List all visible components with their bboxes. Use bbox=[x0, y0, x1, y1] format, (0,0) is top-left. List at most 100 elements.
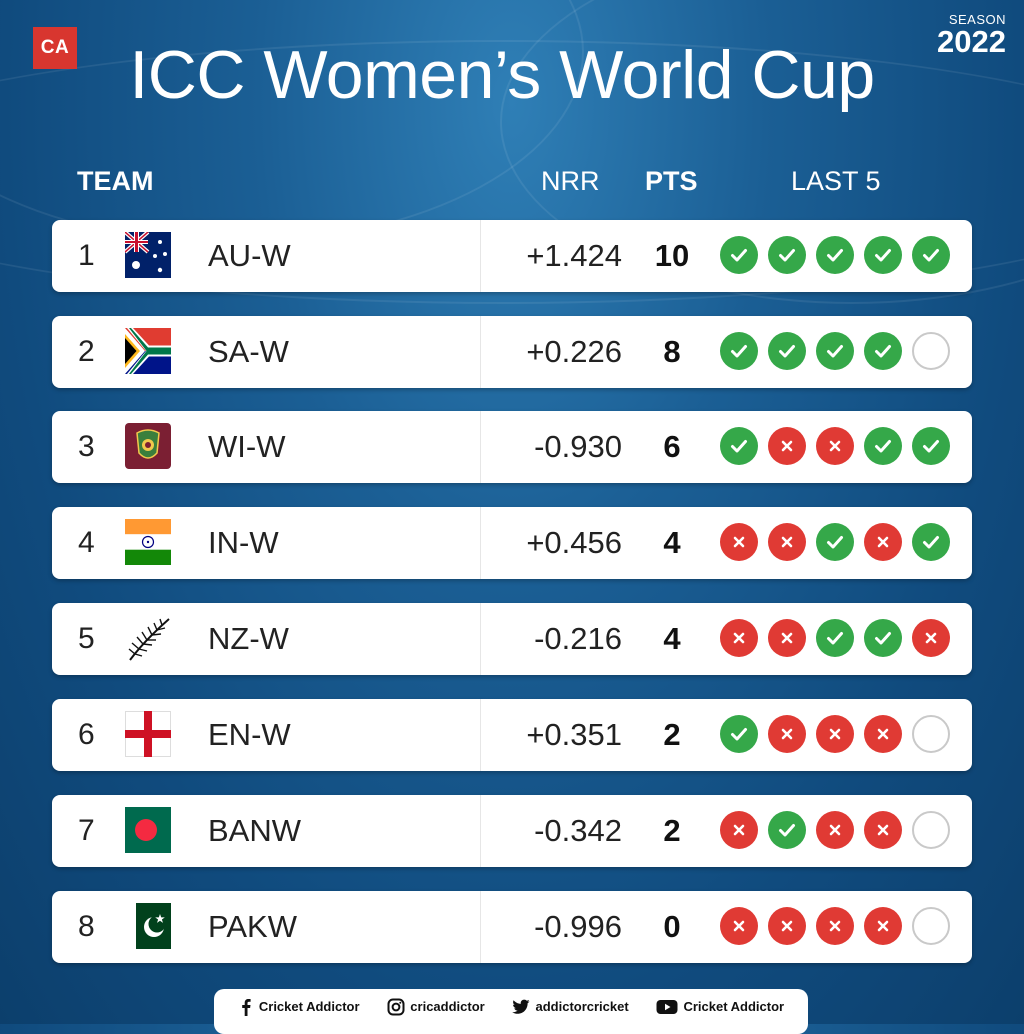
team-nrr: +0.456 bbox=[526, 525, 622, 560]
season-label: SEASON bbox=[948, 12, 1006, 27]
win-check-icon bbox=[720, 332, 758, 370]
australia-flag-icon bbox=[123, 230, 171, 278]
loss-cross-icon bbox=[816, 811, 854, 849]
loss-cross-icon bbox=[816, 427, 854, 465]
last-five-results bbox=[720, 236, 960, 274]
team-rank: 5 bbox=[78, 622, 95, 655]
row-divider bbox=[480, 220, 481, 292]
south-africa-flag-icon bbox=[125, 328, 171, 374]
loss-cross-icon bbox=[720, 523, 758, 561]
win-check-icon bbox=[816, 619, 854, 657]
bangladesh-flag-icon bbox=[125, 807, 171, 853]
win-check-icon bbox=[864, 332, 902, 370]
win-check-icon bbox=[768, 332, 806, 370]
header-nrr: NRR bbox=[541, 166, 600, 196]
team-name: WI-W bbox=[208, 429, 286, 464]
team-nrr: -0.930 bbox=[534, 429, 622, 464]
team-nrr: -0.216 bbox=[534, 621, 622, 656]
team-row: 7 BANW -0.342 2 bbox=[52, 795, 972, 867]
team-rank: 8 bbox=[78, 910, 95, 943]
twitter-icon bbox=[512, 999, 530, 1014]
loss-cross-icon bbox=[816, 907, 854, 945]
team-row: 5 NZ-W -0.216 4 bbox=[52, 603, 972, 675]
team-nrr: -0.996 bbox=[534, 909, 622, 944]
twitter-label: addictorcricket bbox=[535, 999, 629, 1014]
facebook-link[interactable]: Cricket Addictor bbox=[238, 998, 360, 1026]
team-name: SA-W bbox=[208, 334, 289, 369]
win-check-icon bbox=[816, 523, 854, 561]
loss-cross-icon bbox=[816, 715, 854, 753]
team-name: IN-W bbox=[208, 525, 279, 560]
twitter-link[interactable]: addictorcricket bbox=[512, 999, 629, 1025]
win-check-icon bbox=[864, 236, 902, 274]
loss-cross-icon bbox=[864, 715, 902, 753]
west-indies-flag-icon bbox=[125, 423, 171, 469]
loss-cross-icon bbox=[768, 427, 806, 465]
loss-cross-icon bbox=[864, 811, 902, 849]
team-name: BANW bbox=[208, 813, 301, 848]
team-rank: 4 bbox=[78, 526, 95, 559]
no-result-icon bbox=[912, 907, 950, 945]
win-check-icon bbox=[864, 427, 902, 465]
youtube-label: Cricket Addictor bbox=[683, 999, 785, 1014]
last-five-results bbox=[720, 907, 960, 945]
team-row: 3 WI-W -0.930 6 bbox=[52, 411, 972, 483]
page-title: ICC Women’s World Cup bbox=[129, 37, 875, 113]
last-five-results bbox=[720, 427, 960, 465]
no-result-icon bbox=[912, 811, 950, 849]
social-footer: Cricket Addictor cricaddictor addictorcr… bbox=[214, 989, 808, 1034]
loss-cross-icon bbox=[768, 715, 806, 753]
team-points: 6 bbox=[663, 429, 681, 464]
row-divider bbox=[480, 891, 481, 963]
team-name: NZ-W bbox=[208, 621, 289, 656]
no-result-icon bbox=[912, 332, 950, 370]
instagram-label: cricaddictor bbox=[410, 999, 485, 1014]
team-nrr: +0.351 bbox=[526, 717, 622, 752]
no-result-icon bbox=[912, 715, 950, 753]
team-rank: 3 bbox=[78, 430, 95, 463]
team-points: 4 bbox=[663, 621, 681, 656]
last-five-results bbox=[720, 332, 960, 370]
team-nrr: +1.424 bbox=[526, 238, 622, 273]
youtube-link[interactable]: Cricket Addictor bbox=[656, 999, 784, 1025]
win-check-icon bbox=[768, 811, 806, 849]
team-points: 4 bbox=[663, 525, 681, 560]
loss-cross-icon bbox=[720, 907, 758, 945]
pakistan-flag-icon bbox=[125, 903, 171, 949]
youtube-icon bbox=[656, 999, 678, 1014]
win-check-icon bbox=[720, 427, 758, 465]
win-check-icon bbox=[816, 332, 854, 370]
win-check-icon bbox=[864, 619, 902, 657]
loss-cross-icon bbox=[720, 811, 758, 849]
team-row: 1 AU-W +1.424 10 bbox=[52, 220, 972, 292]
row-divider bbox=[480, 316, 481, 388]
win-check-icon bbox=[912, 523, 950, 561]
england-flag-icon bbox=[125, 711, 171, 757]
team-nrr: -0.342 bbox=[534, 813, 622, 848]
team-rank: 1 bbox=[78, 239, 95, 272]
team-row: 6 EN-W +0.351 2 bbox=[52, 699, 972, 771]
last-five-results bbox=[720, 811, 960, 849]
win-check-icon bbox=[912, 427, 950, 465]
brand-logo: CA bbox=[33, 27, 77, 69]
team-row: 2 SA-W +0.226 8 bbox=[52, 316, 972, 388]
row-divider bbox=[480, 411, 481, 483]
team-name: PAKW bbox=[208, 909, 297, 944]
team-points: 0 bbox=[663, 909, 681, 944]
team-nrr: +0.226 bbox=[526, 334, 622, 369]
row-divider bbox=[480, 699, 481, 771]
loss-cross-icon bbox=[864, 523, 902, 561]
row-divider bbox=[480, 795, 481, 867]
win-check-icon bbox=[720, 715, 758, 753]
facebook-label: Cricket Addictor bbox=[258, 999, 360, 1014]
loss-cross-icon bbox=[768, 619, 806, 657]
header-team: TEAM bbox=[77, 166, 154, 196]
loss-cross-icon bbox=[864, 907, 902, 945]
loss-cross-icon bbox=[768, 907, 806, 945]
win-check-icon bbox=[720, 236, 758, 274]
last-five-results bbox=[720, 523, 960, 561]
win-check-icon bbox=[816, 236, 854, 274]
team-name: EN-W bbox=[208, 717, 291, 752]
instagram-link[interactable]: cricaddictor bbox=[387, 998, 485, 1026]
new-zealand-fern-icon bbox=[125, 615, 171, 661]
